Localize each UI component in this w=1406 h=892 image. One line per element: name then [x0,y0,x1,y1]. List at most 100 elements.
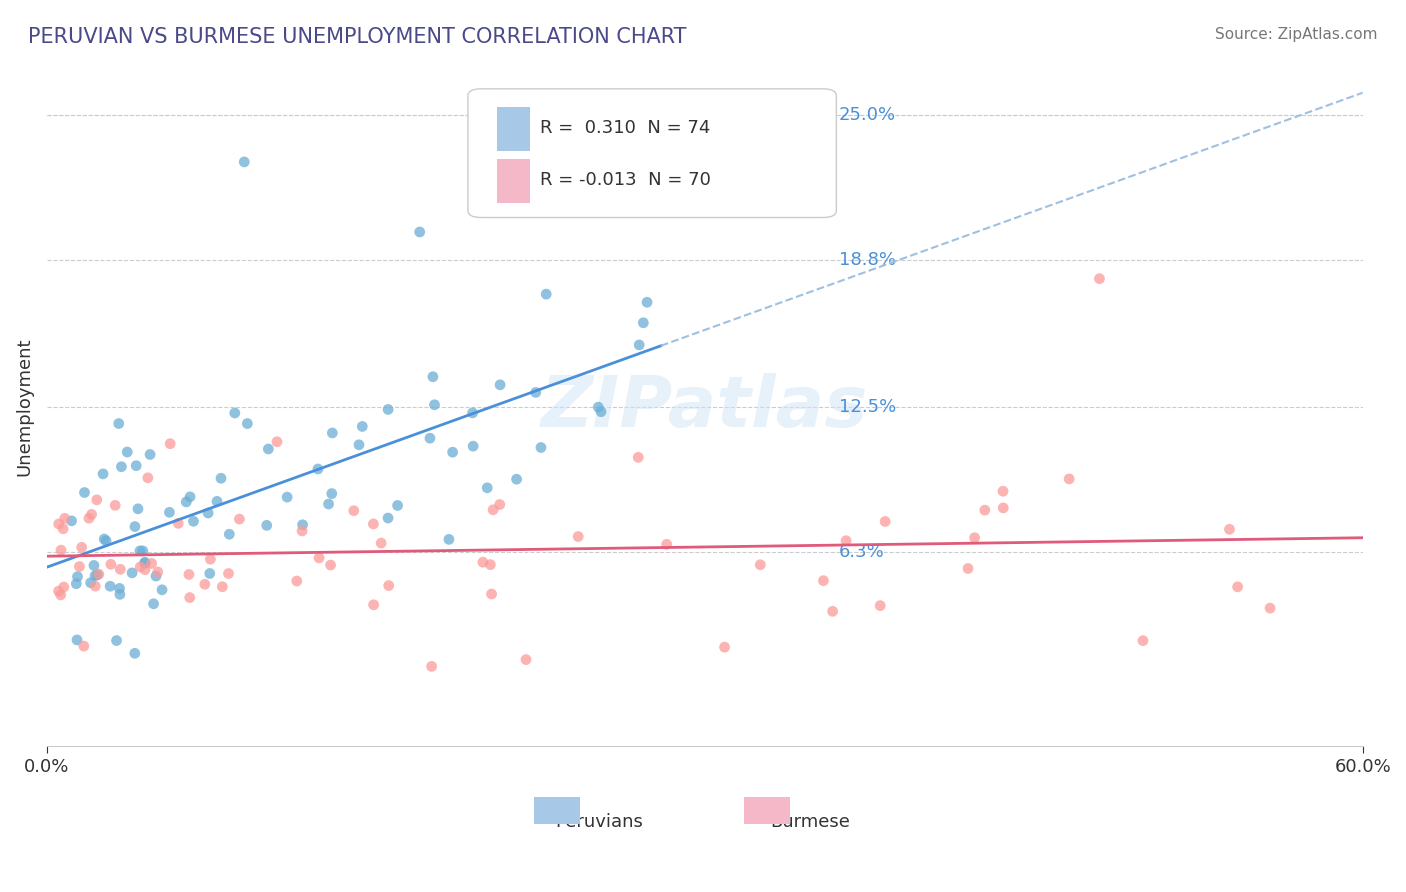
Point [377,578,399,592]
Point [291,524,314,538]
Point [179,591,201,605]
Bar [534,797,579,823]
Point [98,579,121,593]
Point [813,574,835,588]
Point [352,419,374,434]
Point [93,532,115,546]
Point [236,417,259,431]
Point [1258,601,1281,615]
Point [377,402,399,417]
Point [869,599,891,613]
Point [139,448,162,462]
Point [66,632,89,647]
Point [319,558,342,572]
Point [83,558,105,573]
Point [321,425,343,440]
Point [308,550,330,565]
Point [481,587,503,601]
Point [1218,522,1240,536]
Point [86,567,108,582]
Point [121,566,143,580]
Point [159,505,181,519]
Text: PERUVIAN VS BURMESE UNEMPLOYMENT CORRELATION CHART: PERUVIAN VS BURMESE UNEMPLOYMENT CORRELA… [28,27,686,46]
Point [80,508,103,522]
Point [387,499,409,513]
Bar [496,107,530,151]
Point [115,445,138,459]
Point [159,436,181,450]
Point [100,558,122,572]
Point [534,287,557,301]
Point [179,490,201,504]
Point [84,579,107,593]
Point [141,557,163,571]
Text: Source: ZipAtlas.com: Source: ZipAtlas.com [1215,27,1378,42]
Point [108,582,131,596]
Point [91,467,114,481]
Point [211,580,233,594]
Point [52,522,75,536]
Point [524,385,547,400]
Point [993,500,1015,515]
Point [104,499,127,513]
Text: 6.3%: 6.3% [839,543,884,561]
Point [183,514,205,528]
Point [463,439,485,453]
Point [991,484,1014,499]
Bar [744,797,790,823]
Point [479,558,502,572]
Point [142,597,165,611]
Point [423,398,446,412]
Point [461,406,484,420]
Point [86,492,108,507]
Point [588,400,610,414]
Point [134,563,156,577]
Point [127,501,149,516]
Point [233,155,256,169]
Point [48,584,70,599]
Point [318,497,340,511]
Text: R = -0.013  N = 70: R = -0.013 N = 70 [540,171,711,189]
Point [79,575,101,590]
Point [419,431,441,445]
Point [347,438,370,452]
Y-axis label: Unemployment: Unemployment [15,338,32,476]
Point [363,598,385,612]
Point [257,442,280,456]
Point [60,514,83,528]
Point [129,560,152,574]
Point [505,472,527,486]
Point [218,527,240,541]
Point [973,503,995,517]
Point [105,633,128,648]
Point [515,652,537,666]
Point [200,552,222,566]
Point [150,582,173,597]
Point [110,562,132,576]
Text: ZIPatlas: ZIPatlas [541,373,869,442]
Point [875,515,897,529]
Point [266,434,288,449]
Point [145,569,167,583]
Point [628,338,651,352]
Point [489,377,512,392]
Point [194,577,217,591]
Point [363,516,385,531]
Point [108,587,131,601]
Point [167,516,190,531]
Point [218,566,240,581]
Point [125,458,148,473]
Point [134,555,156,569]
Point [124,646,146,660]
Point [477,481,499,495]
Point [110,459,132,474]
Point [471,555,494,569]
Point [821,604,844,618]
Point [146,565,169,579]
Point [87,567,110,582]
Bar [496,159,530,202]
Point [408,225,430,239]
Point [633,316,655,330]
Point [963,531,986,545]
Point [377,511,399,525]
